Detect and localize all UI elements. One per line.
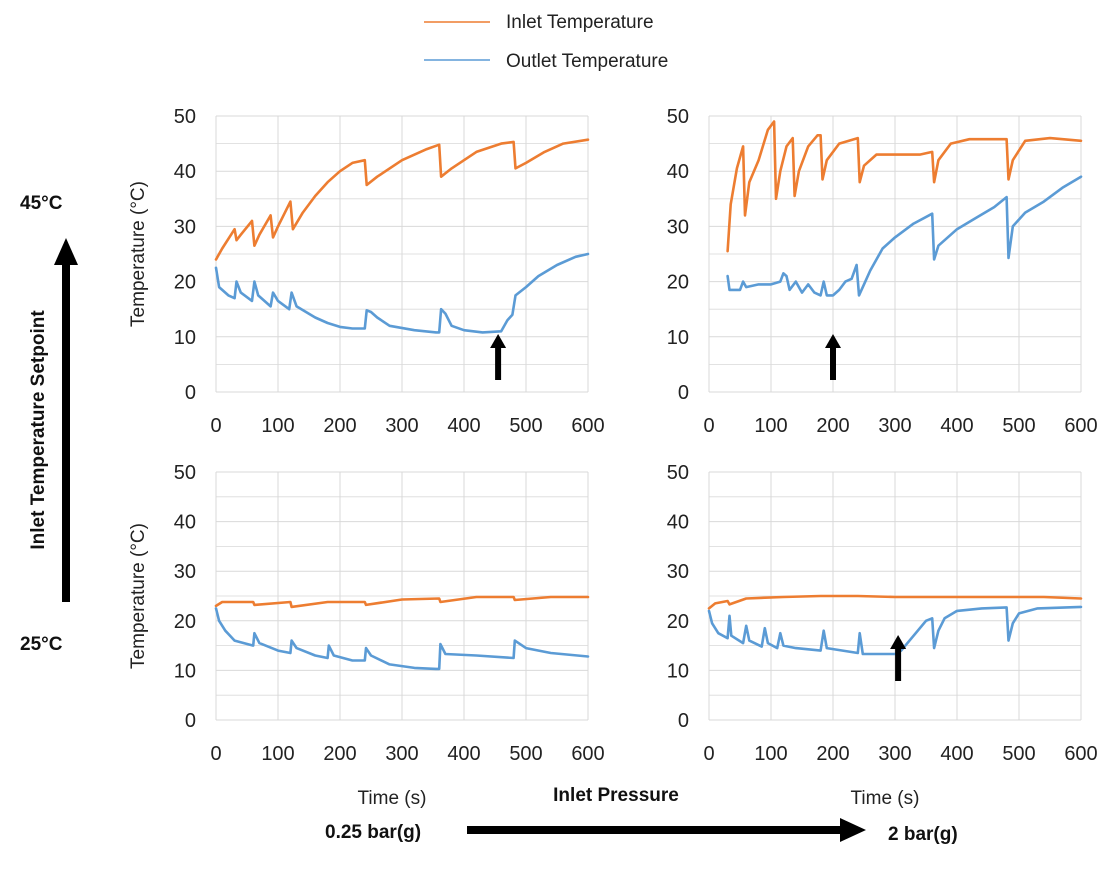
x-tick-label: 0: [210, 415, 221, 437]
arrow-head: [890, 635, 907, 649]
legend-inlet-label: Inlet Temperature: [506, 12, 654, 33]
series-line-inlet: [214, 138, 590, 261]
series-line-outlet: [707, 605, 1083, 656]
y-tick-label: 10: [667, 327, 689, 349]
y-tick-label: 30: [174, 216, 196, 238]
x-tick-label: 300: [385, 743, 418, 765]
pressure-arrow-head: [840, 818, 866, 842]
y-axis-title: Temperature (°C): [128, 523, 149, 669]
y-tick-label: 20: [174, 611, 196, 633]
setpoint-arrow-head: [54, 238, 78, 265]
y-tick-label: 30: [667, 216, 689, 238]
x-tick-label: 300: [878, 743, 911, 765]
y-tick-label: 50: [667, 462, 689, 484]
x-tick-label: 200: [816, 743, 849, 765]
pressure-arrow-shaft: [467, 826, 843, 834]
y-tick-label: 0: [185, 382, 196, 404]
x-tick-label: 300: [878, 415, 911, 437]
series-line-outlet: [214, 607, 590, 671]
x-tick-label: 500: [1002, 415, 1035, 437]
x-title: Inlet Pressure: [553, 785, 679, 806]
x-tick-label: 0: [210, 743, 221, 765]
arrow-shaft: [895, 645, 902, 681]
x-low-label: 0.25 bar(g): [325, 822, 421, 843]
series-line-inlet: [707, 594, 1083, 610]
x-tick-label: 500: [1002, 743, 1035, 765]
arrow-head: [490, 334, 507, 348]
y-title: Inlet Temperature Setpoint: [28, 310, 49, 550]
legend-outlet-label: Outlet Temperature: [506, 51, 668, 72]
x-tick-label: 300: [385, 415, 418, 437]
x-tick-label: 400: [447, 415, 480, 437]
x-tick-label: 600: [1064, 415, 1097, 437]
arrow-shaft: [495, 344, 502, 380]
y-tick-label: 40: [174, 161, 196, 183]
y-tick-label: 20: [667, 611, 689, 633]
x-tick-label: 200: [816, 415, 849, 437]
series-line-inlet: [214, 595, 590, 609]
y-low-label: 25°C: [20, 634, 63, 655]
y-tick-label: 0: [185, 710, 196, 732]
y-tick-label: 30: [667, 561, 689, 583]
series-line-outlet: [214, 252, 590, 334]
y-tick-label: 50: [174, 462, 196, 484]
setpoint-arrow-shaft: [62, 262, 70, 602]
y-tick-label: 10: [174, 660, 196, 682]
y-high-label: 45°C: [20, 193, 63, 214]
x-high-label: 2 bar(g): [888, 824, 958, 845]
x-tick-label: 100: [754, 743, 787, 765]
x-tick-label: 100: [754, 415, 787, 437]
y-tick-label: 40: [667, 161, 689, 183]
x-tick-label: 400: [940, 415, 973, 437]
series-line-inlet: [726, 120, 1083, 253]
legend: Inlet Temperature Outlet Temperature: [424, 12, 668, 72]
x-tick-label: 500: [509, 743, 542, 765]
y-axis-title: Temperature (°C): [128, 181, 149, 327]
y-tick-label: 10: [667, 660, 689, 682]
y-tick-label: 40: [174, 512, 196, 534]
y-tick-label: 20: [667, 272, 689, 294]
y-tick-label: 50: [667, 106, 689, 128]
x-tick-label: 200: [323, 743, 356, 765]
y-tick-label: 0: [678, 382, 689, 404]
x-tick-label: 0: [703, 743, 714, 765]
x-tick-label: 100: [261, 415, 294, 437]
x-axis-title: Time (s): [851, 788, 920, 809]
y-tick-label: 50: [174, 106, 196, 128]
x-tick-label: 500: [509, 415, 542, 437]
setpoint-annotation: 45°C Inlet Temperature Setpoint 25°C: [20, 193, 78, 655]
x-tick-label: 400: [447, 743, 480, 765]
x-tick-label: 400: [940, 743, 973, 765]
x-tick-label: 600: [1064, 743, 1097, 765]
x-tick-label: 600: [571, 415, 604, 437]
y-tick-label: 10: [174, 327, 196, 349]
x-tick-label: 600: [571, 743, 604, 765]
series-line-outlet: [726, 175, 1083, 297]
y-tick-label: 40: [667, 512, 689, 534]
arrow-shaft: [830, 344, 836, 380]
y-tick-label: 30: [174, 561, 196, 583]
x-tick-label: 200: [323, 415, 356, 437]
y-tick-label: 20: [174, 272, 196, 294]
x-tick-label: 100: [261, 743, 294, 765]
x-axis-title: Time (s): [358, 788, 427, 809]
x-tick-label: 0: [703, 415, 714, 437]
arrow-head: [825, 334, 841, 348]
y-tick-label: 0: [678, 710, 689, 732]
pressure-annotation: Inlet Pressure 0.25 bar(g) 2 bar(g): [325, 785, 958, 845]
